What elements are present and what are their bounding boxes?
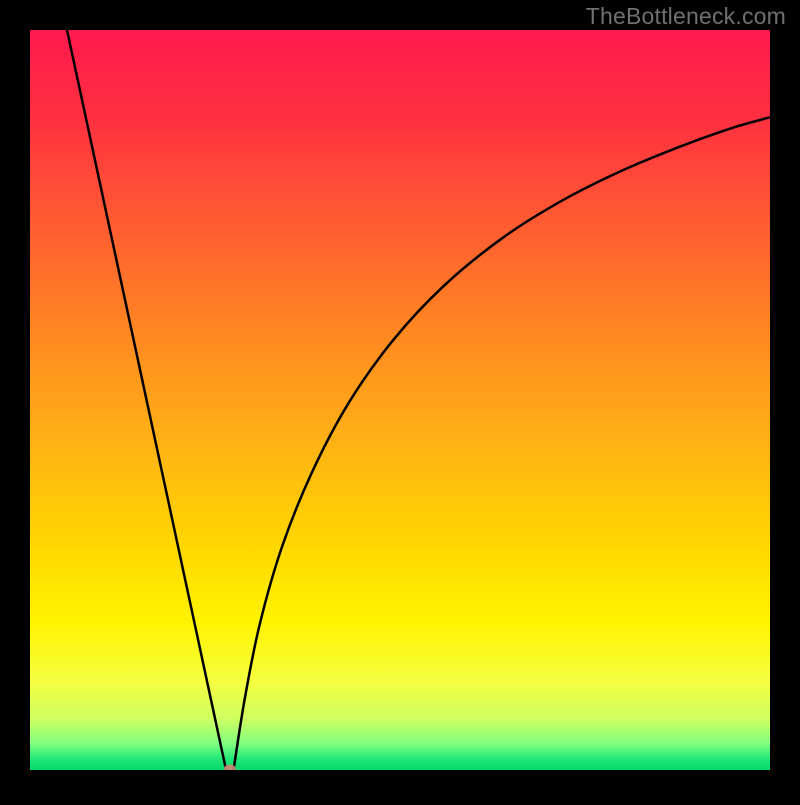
chart-frame [0, 770, 800, 800]
chart-frame [770, 0, 800, 800]
plot-background [30, 30, 770, 770]
watermark-text: TheBottleneck.com [586, 3, 786, 30]
chart-container [0, 0, 800, 800]
chart-frame [0, 0, 30, 800]
bottleneck-chart [0, 0, 800, 800]
